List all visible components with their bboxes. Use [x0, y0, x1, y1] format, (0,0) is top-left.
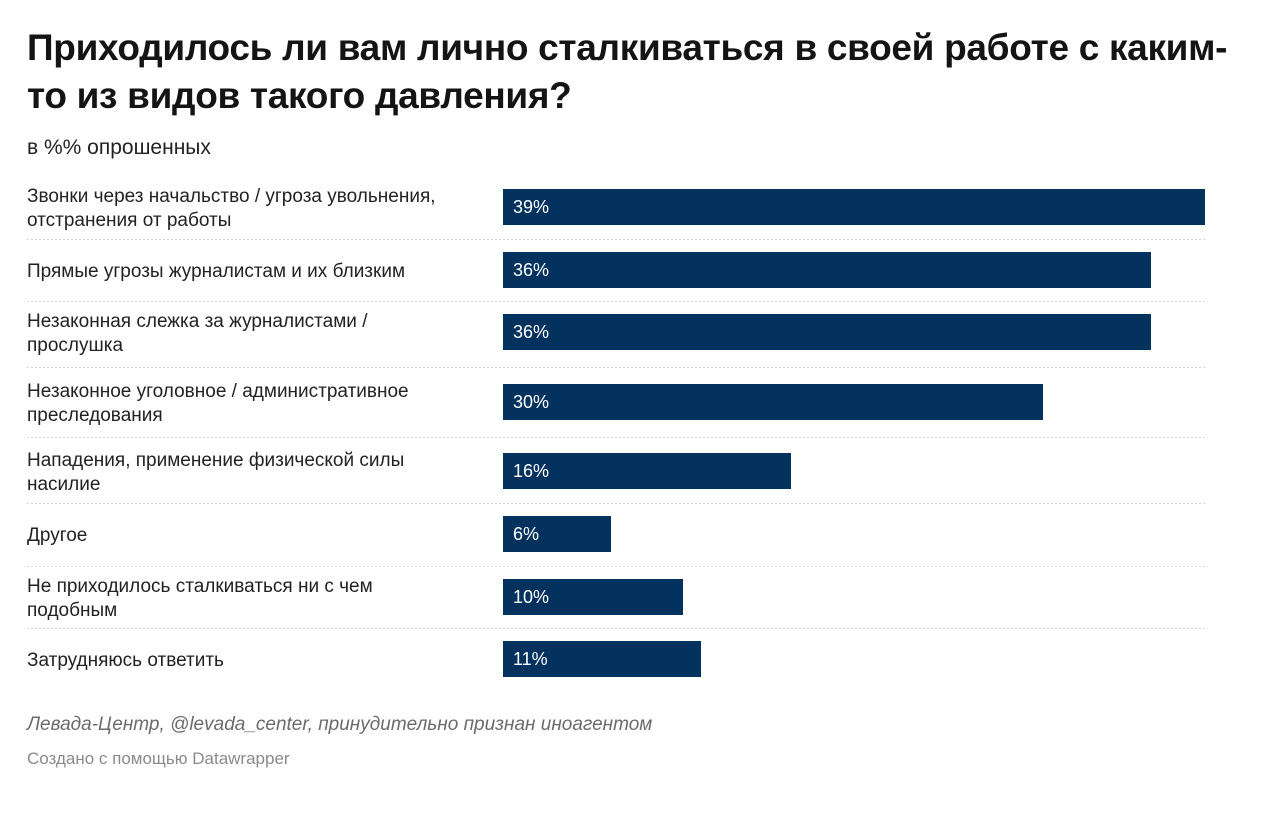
value-label: 30%	[513, 392, 549, 412]
category-label: Другое	[27, 525, 87, 546]
datawrapper-credit: Создано с помощью Datawrapper	[27, 749, 290, 768]
value-label: 6%	[513, 524, 539, 544]
category-label: подобным	[27, 600, 117, 621]
category-label: Незаконное уголовное / административное	[27, 381, 409, 402]
source-note: Левада-Центр, @levada_center, принудител…	[27, 714, 653, 735]
bar	[503, 252, 1151, 288]
chart-subtitle: в %% опрошенных	[27, 136, 211, 159]
category-label: Затрудняюсь ответить	[27, 650, 224, 671]
value-label: 36%	[513, 260, 549, 280]
bar	[503, 453, 791, 489]
category-label: Звонки через начальство / угроза увольне…	[27, 186, 436, 207]
chart-title: Приходилось ли вам лично сталкиваться в …	[27, 27, 1228, 116]
value-label: 39%	[513, 197, 549, 217]
category-label: Незаконная слежка за журналистами /	[27, 311, 368, 332]
bar	[503, 384, 1043, 420]
value-label: 10%	[513, 587, 549, 607]
category-label: Не приходилось сталкиваться ни с чем	[27, 576, 373, 597]
bar	[503, 189, 1205, 225]
bar-chart: Звонки через начальство / угроза увольне…	[27, 186, 1205, 677]
value-label: 36%	[513, 322, 549, 342]
category-label: прослушка	[27, 335, 123, 356]
bar	[503, 314, 1151, 350]
category-label: отстранения от работы	[27, 210, 231, 231]
category-label: насилие	[27, 474, 100, 495]
bar	[503, 579, 683, 615]
category-label: Нападения, применение физической силы	[27, 450, 404, 471]
value-label: 16%	[513, 461, 549, 481]
category-label: Прямые угрозы журналистам и их близким	[27, 261, 405, 282]
bar	[503, 641, 701, 677]
value-label: 11%	[513, 649, 548, 669]
bar	[503, 516, 611, 552]
category-label: преследования	[27, 405, 163, 426]
